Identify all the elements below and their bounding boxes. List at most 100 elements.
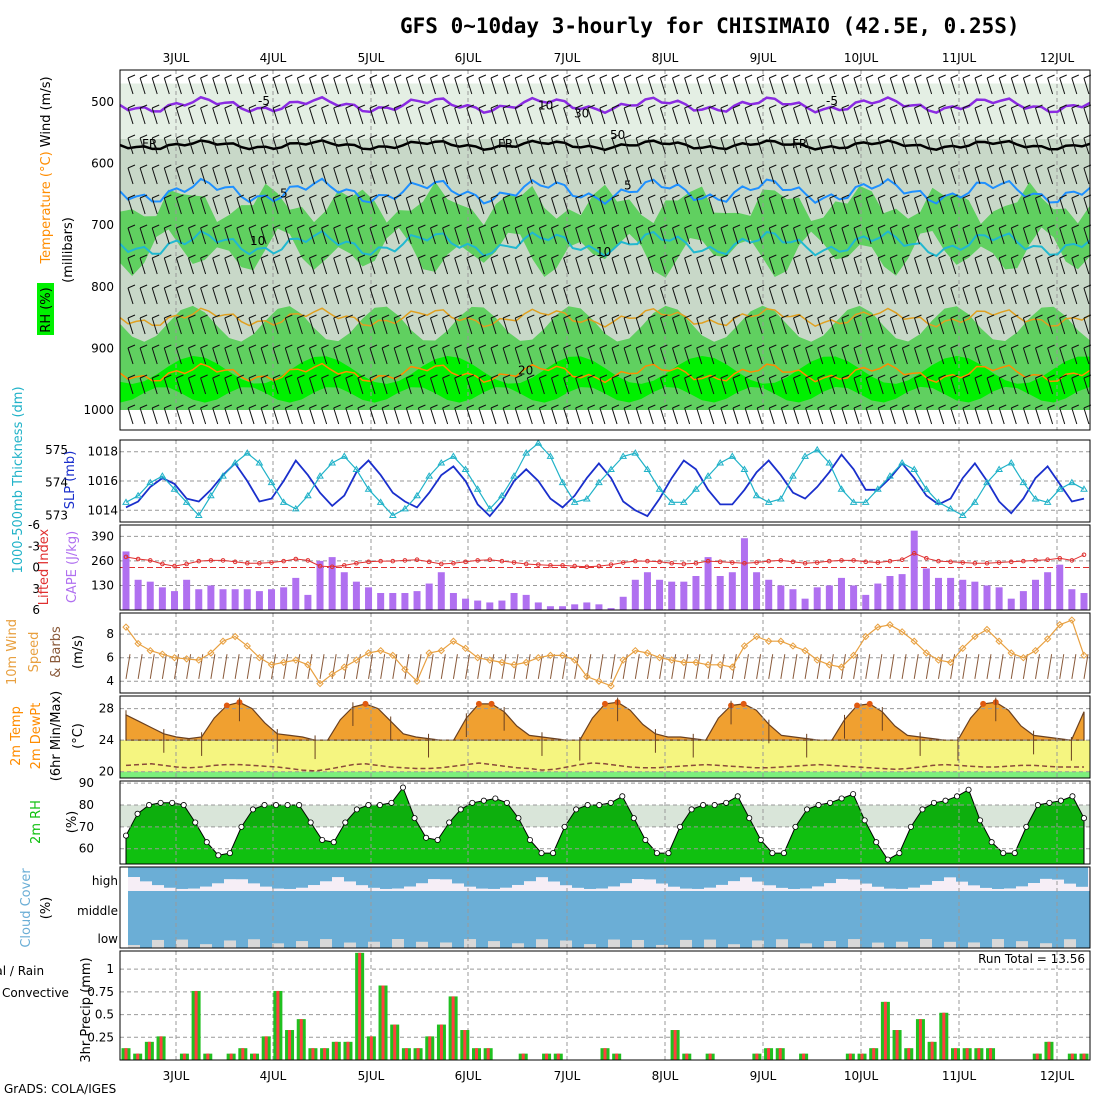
wind-barb (357, 107, 364, 125)
wind-barb (659, 137, 666, 155)
wind-barb (732, 107, 739, 125)
wind-barb (236, 284, 245, 289)
thickness-marker (801, 452, 809, 459)
wind-barb (914, 284, 922, 289)
wind-barb (502, 197, 509, 215)
wind-barb (164, 74, 172, 79)
wind-barb (974, 347, 981, 365)
wind-barb (962, 317, 969, 335)
wind-barb-10m (719, 654, 725, 679)
wind-barb (648, 104, 656, 109)
wind-barb (696, 77, 703, 95)
wind-barb (938, 404, 946, 409)
wind-barb (466, 317, 473, 335)
wind-barb (333, 164, 341, 169)
cloud-low-bar (1040, 943, 1052, 948)
cape-bar (122, 551, 130, 610)
wind-barb (853, 377, 860, 395)
wind-barb (817, 194, 825, 199)
cape-bar (898, 574, 906, 610)
rh2m-marker (480, 797, 487, 804)
wind-barb (273, 374, 281, 379)
wind-barb (490, 347, 497, 365)
wind-barb (587, 197, 594, 215)
wind-barb-10m (489, 654, 495, 679)
precip-legend-conv: Convective (2, 986, 69, 1000)
cape-bar (304, 594, 312, 610)
wind-barb (732, 194, 741, 199)
li-marker (1057, 555, 1063, 561)
day-label-top: 8JUL (652, 51, 679, 65)
wind-barb (212, 287, 219, 305)
wind-barb (248, 224, 257, 229)
precip-conv-bar (848, 1053, 852, 1060)
temp-label-c: (6hr Min/Max) (49, 691, 64, 781)
wind-barb (1059, 224, 1067, 229)
wind-barb (345, 197, 352, 215)
thickness-marker (376, 498, 385, 505)
thickness-marker (595, 478, 603, 486)
wind-barb (417, 77, 424, 95)
wind-barb (732, 137, 739, 155)
slp-tick: 1016 (87, 474, 118, 488)
wind-barb (780, 257, 787, 275)
wind-barb (381, 137, 388, 155)
wind-barb (478, 317, 485, 335)
wind-barb (466, 314, 474, 319)
wind-barb (381, 317, 388, 335)
li-marker (184, 561, 189, 567)
wind-barb (769, 404, 777, 409)
wind-barb (502, 194, 511, 199)
precip-conv-bar (673, 1030, 677, 1060)
cloud-high-bar (1076, 867, 1088, 887)
li-marker (366, 559, 371, 565)
wind-barb (974, 404, 983, 409)
wind-barb (1059, 167, 1066, 185)
wind-barb (296, 377, 303, 395)
thickness-marker (267, 478, 276, 486)
wind-barb (587, 317, 594, 335)
cloud-high-bar (1028, 867, 1040, 884)
wind-barb (599, 107, 606, 125)
wind-barb (297, 164, 305, 169)
wind-barb (817, 314, 825, 319)
wind-barb-10m (1047, 654, 1053, 679)
wind-barb (321, 404, 329, 409)
wind-barb (1071, 257, 1078, 275)
cloud-low-bar (344, 942, 356, 948)
wind-barb (599, 317, 606, 335)
wind-barb (1083, 137, 1090, 155)
cloud-high-bar (620, 867, 632, 884)
wind-barb (696, 74, 704, 79)
wind-barb (188, 404, 196, 409)
wind-barb (672, 134, 680, 139)
wind-barb (999, 224, 1007, 229)
wind-barb (1035, 314, 1043, 319)
cape-bar (971, 581, 979, 610)
wind-barb (502, 254, 511, 259)
wind-barb (865, 164, 874, 169)
wind-barb (527, 284, 535, 289)
wind-barb (333, 314, 341, 319)
dewpoint-line (125, 762, 1084, 772)
wind-barb (381, 227, 388, 245)
wind-barb (345, 227, 352, 245)
wind-barb (478, 164, 487, 169)
wind-barb (841, 257, 848, 275)
cloud-high-bar (596, 867, 608, 889)
wind-barb (430, 134, 438, 139)
wind-barb-10m (598, 654, 604, 679)
wind-barb-10m (853, 654, 859, 679)
wind-barb (514, 257, 521, 275)
wind-barb (950, 167, 957, 185)
wind10-marker (619, 656, 627, 664)
wind-barb (769, 74, 777, 79)
li-marker (341, 563, 347, 568)
cloud-low-bar (848, 939, 860, 948)
li-marker (754, 560, 759, 565)
cape-bar (158, 587, 166, 610)
wind-barb (527, 404, 535, 409)
day-label-bottom: 4JUL (260, 1069, 287, 1083)
wind-barb (926, 374, 934, 379)
cape-bar (716, 576, 724, 610)
